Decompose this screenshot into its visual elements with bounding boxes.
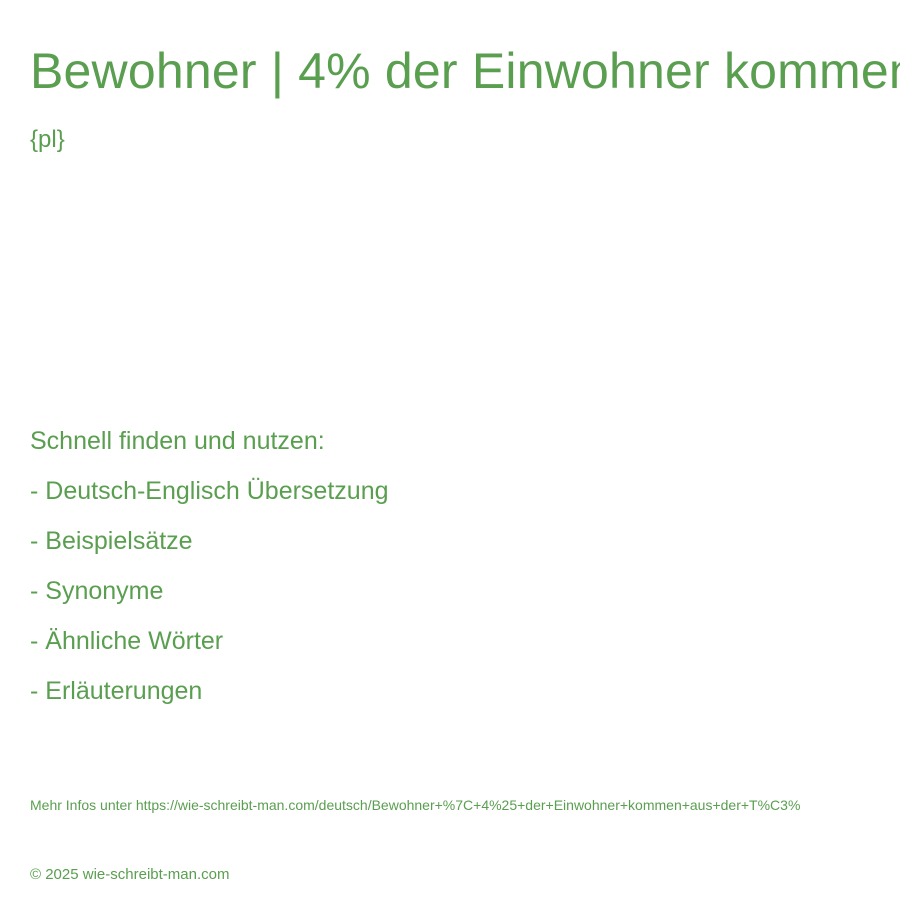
feature-item-explanations: - Erläuterungen (30, 677, 203, 705)
feature-item-translation: - Deutsch-Englisch Übersetzung (30, 477, 389, 505)
feature-item-synonyms: - Synonyme (30, 577, 164, 605)
copyright-footer: © 2025 wie-schreibt-man.com (30, 866, 230, 883)
feature-item-example-sentences: - Beispielsätze (30, 527, 193, 555)
plural-label: {pl} (30, 126, 65, 153)
feature-list: Schnell finden und nutzen: - Deutsch-Eng… (30, 421, 389, 721)
more-info-link: Mehr Infos unter https://wie-schreibt-ma… (30, 797, 801, 813)
page-title: Bewohner | 4% der Einwohner kommen aus d… (30, 43, 900, 99)
feature-list-heading: Schnell finden und nutzen: (30, 427, 325, 455)
feature-item-similar-words: - Ähnliche Wörter (30, 627, 224, 655)
feature-items: - Deutsch-Englisch Übersetzung - Beispie… (30, 471, 389, 721)
